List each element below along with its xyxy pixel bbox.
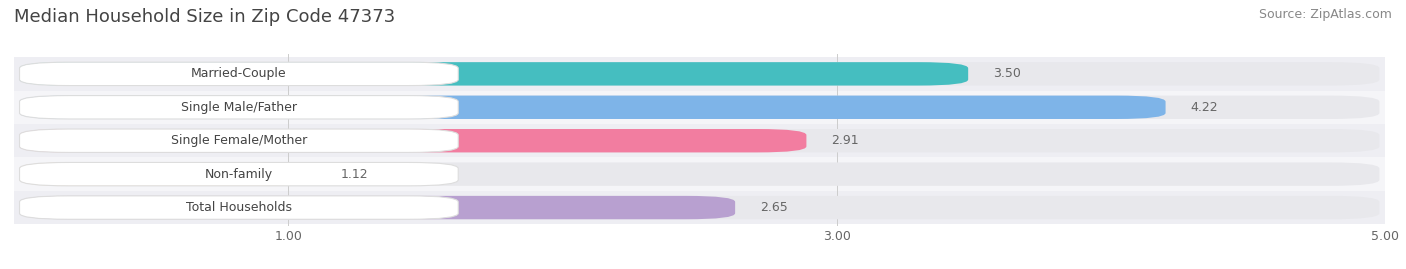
- Text: 2.91: 2.91: [831, 134, 859, 147]
- FancyBboxPatch shape: [20, 129, 1379, 153]
- Text: Source: ZipAtlas.com: Source: ZipAtlas.com: [1258, 8, 1392, 21]
- FancyBboxPatch shape: [20, 95, 458, 119]
- Text: Total Households: Total Households: [186, 201, 292, 214]
- FancyBboxPatch shape: [20, 129, 458, 153]
- FancyBboxPatch shape: [20, 129, 807, 153]
- Text: 2.65: 2.65: [759, 201, 787, 214]
- Text: Median Household Size in Zip Code 47373: Median Household Size in Zip Code 47373: [14, 8, 395, 26]
- FancyBboxPatch shape: [20, 62, 458, 86]
- Text: Single Female/Mother: Single Female/Mother: [170, 134, 307, 147]
- Text: Single Male/Father: Single Male/Father: [181, 101, 297, 114]
- FancyBboxPatch shape: [20, 95, 1166, 119]
- Text: Married-Couple: Married-Couple: [191, 67, 287, 80]
- FancyBboxPatch shape: [20, 162, 458, 186]
- Bar: [14, 57, 1385, 91]
- FancyBboxPatch shape: [20, 196, 458, 219]
- FancyBboxPatch shape: [20, 162, 1379, 186]
- FancyBboxPatch shape: [20, 62, 1379, 86]
- Text: 3.50: 3.50: [993, 67, 1021, 80]
- Bar: [14, 191, 1385, 224]
- FancyBboxPatch shape: [20, 196, 1379, 219]
- FancyBboxPatch shape: [20, 162, 316, 186]
- Text: 1.12: 1.12: [340, 168, 368, 181]
- FancyBboxPatch shape: [20, 196, 735, 219]
- FancyBboxPatch shape: [20, 62, 969, 86]
- Bar: [14, 124, 1385, 157]
- Text: 4.22: 4.22: [1191, 101, 1218, 114]
- FancyBboxPatch shape: [20, 95, 1379, 119]
- Bar: [14, 91, 1385, 124]
- Text: Non-family: Non-family: [205, 168, 273, 181]
- Bar: [14, 157, 1385, 191]
